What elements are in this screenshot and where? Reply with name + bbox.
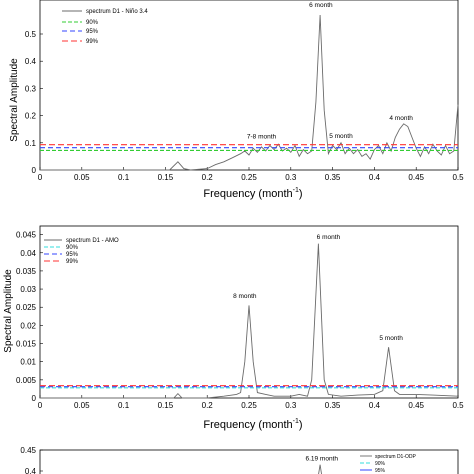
x-axis-label-tail: ) (299, 419, 303, 431)
x-axis-label: Frequency (month-1) (203, 418, 302, 431)
series-group (40, 14, 459, 171)
y-tick-label: 0.4 (25, 467, 37, 474)
peak-annotation: 5 month (329, 133, 353, 140)
spectrum-line (318, 464, 322, 474)
x-tick-label: 0 (38, 401, 43, 410)
legend-label-spectrum: spectrum D1 - AMO (66, 238, 119, 244)
y-tick-label: 0.01 (20, 358, 36, 367)
legend: spectrum D1-ODP 90% 95% (360, 454, 417, 474)
y-tick-label: 0.45 (20, 446, 36, 455)
y-axis-label: Spectral Amplitude (9, 58, 20, 142)
y-tick-label: 0 (32, 166, 37, 175)
legend-label-90: 90% (375, 461, 386, 467)
nino34-spectrum-panel: 0 0.05 0.1 0.15 0.2 0.25 0.3 0.35 0.4 0.45 0.5 0 0.… (9, 0, 464, 200)
x-tick-label: 0.05 (74, 173, 90, 182)
x-tick-label: 0.05 (74, 401, 90, 410)
y-tick-label: 0.005 (16, 376, 37, 385)
y-tick-label: 0.02 (20, 321, 36, 330)
legend-label-99: 99% (86, 39, 99, 45)
legend-label-95: 95% (86, 29, 99, 35)
legend-label-spectrum: spectrum D1 - Niño 3.4 (86, 9, 148, 15)
y-tick-label: 0.03 (20, 285, 36, 294)
y-tick-label: 0.2 (25, 112, 37, 121)
x-tick-label: 0.45 (408, 173, 424, 182)
x-tick-label: 0.5 (452, 401, 464, 410)
x-tick-label: 0.45 (408, 401, 424, 410)
x-axis-label-sup: -1 (293, 418, 299, 425)
odp-spectrum-panel: 0.4 0.45 6.19 month spectrum D1-ODP 90% 9… (20, 446, 459, 474)
x-tick-label: 0.2 (202, 173, 214, 182)
spectrum-line (40, 14, 459, 171)
peak-annotation: 7-8 month (247, 134, 277, 141)
x-tick-label: 0 (38, 173, 43, 182)
x-tick-label: 0.4 (369, 401, 381, 410)
series-group (40, 243, 459, 399)
legend: spectrum D1 - AMO 90% 95% 99% (44, 238, 119, 265)
x-axis-ticks: 0 0.05 0.1 0.15 0.2 0.25 0.3 0.35 0.4 0.45 0.5 (38, 167, 464, 182)
x-axis-label: Frequency (month-1) (203, 187, 302, 200)
y-tick-label: 0.4 (25, 57, 37, 66)
y-tick-label: 0 (32, 394, 37, 403)
x-tick-label: 0.2 (202, 401, 214, 410)
x-tick-label: 0.15 (158, 401, 174, 410)
series-group (318, 464, 322, 474)
annotation-group: 6.19 month (305, 456, 338, 463)
x-axis-ticks: 0 0.05 0.1 0.15 0.2 0.25 0.3 0.35 0.4 0.45 0.5 (38, 395, 464, 410)
y-tick-label: 0.04 (20, 249, 36, 258)
peak-annotation: 4 month (389, 115, 413, 122)
x-axis-label-main: Frequency (month (203, 188, 292, 200)
annotation-group: 8 month 6 month 5 month (233, 234, 403, 342)
x-tick-label: 0.35 (325, 401, 341, 410)
legend-label-95: 95% (375, 468, 386, 474)
legend: spectrum D1 - Niño 3.4 90% 95% 99% (62, 9, 148, 45)
legend-label-90: 90% (66, 245, 79, 251)
y-axis-ticks: 0.4 0.45 (20, 446, 43, 474)
legend-label-99: 99% (66, 259, 79, 265)
x-tick-label: 0.3 (285, 173, 297, 182)
peak-annotation: 6 month (317, 234, 341, 241)
x-tick-label: 0.1 (118, 173, 130, 182)
annotation-group: 6 month 7-8 month 5 month 4 month (247, 2, 413, 141)
x-tick-label: 0.35 (325, 173, 341, 182)
y-tick-label: 0.5 (25, 30, 37, 39)
x-tick-label: 0.15 (158, 173, 174, 182)
x-tick-label: 0.3 (285, 401, 297, 410)
x-tick-label: 0.1 (118, 401, 130, 410)
peak-annotation: 6.19 month (305, 456, 338, 463)
plot-frame (39, 449, 459, 474)
x-tick-label: 0.25 (241, 173, 257, 182)
y-axis-label: Spectral Amplitude (3, 269, 14, 353)
x-axis-label-main: Frequency (month (203, 419, 292, 431)
y-tick-label: 0.1 (25, 139, 37, 148)
peak-annotation: 8 month (233, 293, 257, 300)
spectrum-line (40, 243, 459, 399)
amo-spectrum-panel: 0 0.05 0.1 0.15 0.2 0.25 0.3 0.35 0.4 0.45 0.5 0 0.… (3, 225, 464, 431)
x-axis-label-sup: -1 (293, 187, 299, 194)
y-tick-label: 0.3 (25, 84, 37, 93)
y-tick-label: 0.025 (16, 303, 37, 312)
peak-annotation: 5 month (379, 335, 403, 342)
x-axis-label-tail: ) (299, 188, 303, 200)
x-tick-label: 0.5 (452, 173, 464, 182)
x-tick-label: 0.4 (369, 173, 381, 182)
x-tick-label: 0.25 (241, 401, 257, 410)
plot-frame (39, 225, 459, 399)
peak-annotation: 6 month (309, 2, 333, 9)
legend-label-spectrum: spectrum D1-ODP (375, 454, 417, 460)
legend-label-95: 95% (66, 252, 79, 258)
y-tick-label: 0.035 (16, 267, 37, 276)
legend-label-90: 90% (86, 20, 99, 26)
y-tick-label: 0.015 (16, 340, 37, 349)
y-tick-label: 0.045 (16, 231, 37, 240)
y-axis-ticks: 0 0.005 0.01 0.015 0.02 0.025 0.03 0.035 0.04 0.0… (16, 231, 43, 403)
